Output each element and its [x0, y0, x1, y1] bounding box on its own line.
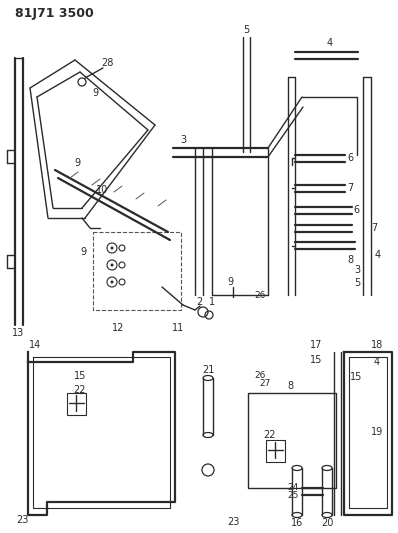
Bar: [67, 393, 86, 415]
Bar: [93, 232, 181, 310]
Text: 8: 8: [347, 255, 353, 265]
Text: 7: 7: [347, 183, 353, 193]
Text: 11: 11: [172, 323, 184, 333]
Text: 23: 23: [227, 517, 239, 527]
Text: 17: 17: [310, 340, 322, 350]
Text: 10: 10: [96, 185, 108, 195]
Text: 25: 25: [288, 490, 299, 499]
Text: 18: 18: [371, 340, 383, 350]
Text: 4: 4: [374, 357, 380, 367]
Text: 8: 8: [287, 381, 293, 391]
Circle shape: [111, 263, 113, 266]
Text: 9: 9: [80, 247, 86, 257]
Text: 24: 24: [288, 483, 299, 492]
Text: 14: 14: [29, 340, 41, 350]
Text: 15: 15: [310, 355, 322, 365]
Text: 6: 6: [353, 205, 359, 215]
Text: 19: 19: [371, 427, 383, 437]
Circle shape: [111, 246, 113, 249]
Text: 2: 2: [196, 297, 202, 307]
Text: 12: 12: [112, 323, 124, 333]
Text: 21: 21: [202, 365, 214, 375]
Text: 6: 6: [347, 153, 353, 163]
Text: 5: 5: [243, 25, 249, 35]
Bar: [266, 440, 285, 462]
Text: 5: 5: [354, 278, 360, 288]
Text: 7: 7: [371, 223, 377, 233]
Text: 9: 9: [92, 88, 98, 98]
Text: 9: 9: [227, 277, 233, 287]
Text: 1: 1: [209, 297, 215, 307]
Text: 3: 3: [354, 265, 360, 275]
Text: 20: 20: [321, 518, 333, 528]
Text: 4: 4: [327, 38, 333, 48]
Text: 28: 28: [101, 58, 113, 68]
Text: 3: 3: [180, 135, 186, 145]
Text: 22: 22: [264, 430, 276, 440]
Text: 13: 13: [12, 328, 24, 338]
Text: 23: 23: [16, 515, 28, 525]
Bar: [248, 393, 336, 488]
Text: 27: 27: [259, 378, 271, 387]
Text: 26: 26: [254, 290, 266, 300]
Text: 22: 22: [74, 385, 86, 395]
Text: 15: 15: [350, 372, 362, 382]
Text: 15: 15: [74, 371, 86, 381]
Text: 4: 4: [375, 250, 381, 260]
Circle shape: [111, 280, 113, 284]
Text: 9: 9: [74, 158, 80, 168]
Text: 16: 16: [291, 518, 303, 528]
Text: 81J71 3500: 81J71 3500: [15, 7, 94, 20]
Text: 26: 26: [254, 370, 266, 379]
